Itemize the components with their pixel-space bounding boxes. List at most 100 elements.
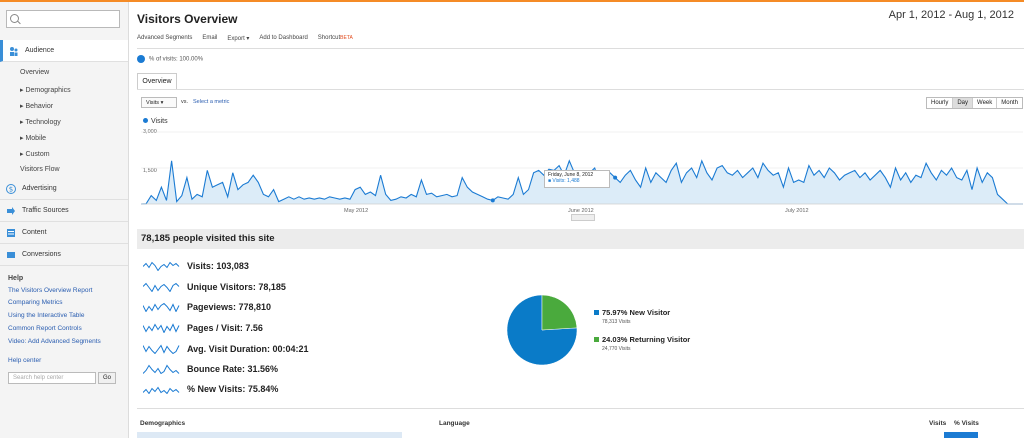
sidebar-item-label: Audience — [25, 47, 55, 54]
metric-label: Avg. Visit Duration: 00:04:21 — [187, 344, 309, 354]
add-to-dashboard-button[interactable]: Add to Dashboard — [259, 35, 308, 41]
segment-indicator[interactable]: % of visits: 100.00% — [137, 55, 203, 63]
date-range-picker[interactable]: Apr 1, 2012 - Aug 1, 2012 — [888, 9, 1014, 21]
data-point[interactable] — [613, 175, 618, 180]
search-icon — [10, 14, 19, 23]
sidebar-item-label: Advertising — [22, 185, 57, 192]
divider — [137, 89, 1024, 90]
help-link[interactable]: Comparing Metrics — [8, 299, 63, 306]
legend-dot-icon — [143, 118, 148, 123]
sparkline — [143, 302, 180, 312]
granularity-month[interactable]: Month — [997, 98, 1022, 108]
tab-overview[interactable]: Overview — [137, 73, 177, 90]
shortcut-button[interactable]: ShortcutBETA — [318, 35, 353, 42]
x-tick: July 2012 — [785, 208, 809, 214]
help-center-link[interactable]: Help center — [8, 357, 42, 364]
page-title: Visitors Overview — [137, 12, 238, 26]
help-link[interactable]: Video: Add Advanced Segments — [8, 338, 101, 345]
metric-row[interactable]: Pages / Visit: 7.56 — [143, 321, 263, 335]
chart-resize-handle[interactable] — [571, 214, 595, 221]
help-title: Help — [8, 275, 24, 282]
metric-row[interactable]: Bounce Rate: 31.56% — [143, 362, 278, 376]
new-visitor-swatch — [594, 310, 599, 315]
beta-badge: BETA — [340, 35, 353, 41]
sidebar-item-traffic-sources[interactable]: Traffic Sources — [0, 200, 128, 222]
metric-label: Visits: 103,083 — [187, 261, 249, 271]
segment-dot-icon — [137, 55, 145, 63]
metric-row[interactable]: % New Visits: 75.84% — [143, 382, 278, 396]
metric-label: Pageviews: 778,810 — [187, 302, 272, 312]
help-go-button[interactable]: Go — [98, 372, 116, 384]
x-tick: May 2012 — [344, 208, 369, 214]
email-button[interactable]: Email — [202, 35, 218, 41]
demographics-selected-row[interactable] — [137, 432, 402, 438]
export-button[interactable]: Export ▾ — [227, 36, 250, 42]
divider — [137, 408, 1024, 409]
summary-banner: 78,185 people visited this site — [137, 229, 1024, 249]
help-link[interactable]: The Visitors Overview Report — [8, 287, 93, 294]
sidebar-subitem-technology[interactable]: ▸ Technology — [20, 119, 61, 126]
new-visitor-visits: 78,313 Visits — [602, 319, 631, 325]
report-toolbar: Advanced Segments Email Export ▾ Add to … — [137, 35, 353, 42]
sidebar-item-conversions[interactable]: Conversions — [0, 244, 128, 266]
sidebar-item-audience[interactable]: Audience — [0, 40, 128, 62]
metric-row[interactable]: Visits: 103,083 — [143, 259, 249, 273]
advanced-segments-button[interactable]: Advanced Segments — [137, 35, 193, 41]
granularity-toggle: Hourly Day Week Month — [926, 97, 1023, 109]
help-link[interactable]: Using the Interactive Table — [8, 312, 85, 319]
pie-legend-returning: 24.03% Returning Visitor 24,770 Visits — [594, 335, 690, 352]
metric-label: Unique Visitors: 78,185 — [187, 282, 286, 292]
sidebar-search-input[interactable] — [6, 10, 120, 28]
sparkline — [143, 282, 180, 292]
sparkline — [143, 323, 180, 333]
granularity-day[interactable]: Day — [953, 98, 974, 108]
sidebar-item-label: Traffic Sources — [22, 207, 69, 214]
dollar-icon: $ — [6, 184, 16, 194]
sparkline — [143, 386, 180, 394]
y-tick: 1,500 — [143, 168, 157, 174]
sidebar-subitem-behavior[interactable]: ▸ Behavior — [20, 103, 54, 110]
sidebar-subitem-custom[interactable]: ▸ Custom — [20, 151, 50, 158]
metric-row[interactable]: Unique Visitors: 78,185 — [143, 280, 286, 294]
pie-legend-new: 75.97% New Visitor 78,313 Visits — [594, 308, 670, 325]
metric-label: % New Visits: 75.84% — [187, 384, 279, 394]
vs-label: vs. — [181, 99, 189, 105]
sidebar-item-label: Content — [22, 229, 47, 236]
new-visitor-label: 75.97% New Visitor — [602, 308, 671, 317]
visitor-type-pie-chart[interactable] — [506, 294, 578, 366]
granularity-hourly[interactable]: Hourly — [927, 98, 954, 108]
pct-visits-column-header[interactable]: % Visits — [954, 420, 979, 427]
sidebar-item-advertising[interactable]: $ Advertising — [0, 178, 128, 200]
granularity-week[interactable]: Week — [973, 98, 998, 108]
legend-label: Visits — [151, 118, 168, 125]
data-point[interactable] — [490, 198, 495, 203]
tooltip-date: Friday, June 8, 2012 — [548, 172, 594, 178]
metric-row[interactable]: Avg. Visit Duration: 00:04:21 — [143, 342, 309, 356]
x-tick: June 2012 — [568, 208, 594, 214]
sparkline — [143, 261, 180, 271]
sidebar-item-content[interactable]: Content — [0, 222, 128, 244]
metric-select[interactable]: Visits ▾ — [141, 97, 177, 108]
sidebar: Audience Overview ▸ Demographics ▸ Behav… — [0, 2, 129, 438]
sparkline — [143, 364, 180, 374]
language-heading: Language — [439, 420, 470, 427]
visits-column-header[interactable]: Visits — [929, 420, 947, 427]
metric-row[interactable]: Pageviews: 778,810 — [143, 300, 271, 314]
sidebar-subitem-mobile[interactable]: ▸ Mobile — [20, 135, 47, 142]
help-search-input[interactable]: Search help center — [8, 372, 96, 384]
metric-select-value: Visits — [146, 100, 160, 106]
returning-visitor-label: 24.03% Returning Visitor — [602, 335, 691, 344]
top-accent-bar — [0, 0, 1024, 2]
svg-text:$: $ — [9, 186, 13, 194]
sidebar-subitem-demographics[interactable]: ▸ Demographics — [20, 87, 71, 94]
summary-headline: 78,185 people visited this site — [141, 233, 275, 244]
help-link[interactable]: Common Report Controls — [8, 325, 82, 332]
divider — [137, 48, 1024, 49]
pie-slice[interactable] — [541, 294, 578, 331]
returning-visitor-visits: 24,770 Visits — [602, 346, 631, 352]
sidebar-subitem-visitors-flow[interactable]: Visitors Flow — [20, 166, 60, 173]
tooltip-value: ■ Visits: 1,488 — [548, 178, 580, 184]
sidebar-subitem-overview[interactable]: Overview — [20, 69, 50, 76]
select-metric-link[interactable]: Select a metric — [193, 99, 230, 105]
chart-tooltip: Friday, June 8, 2012 ■ Visits: 1,488 — [544, 170, 610, 188]
